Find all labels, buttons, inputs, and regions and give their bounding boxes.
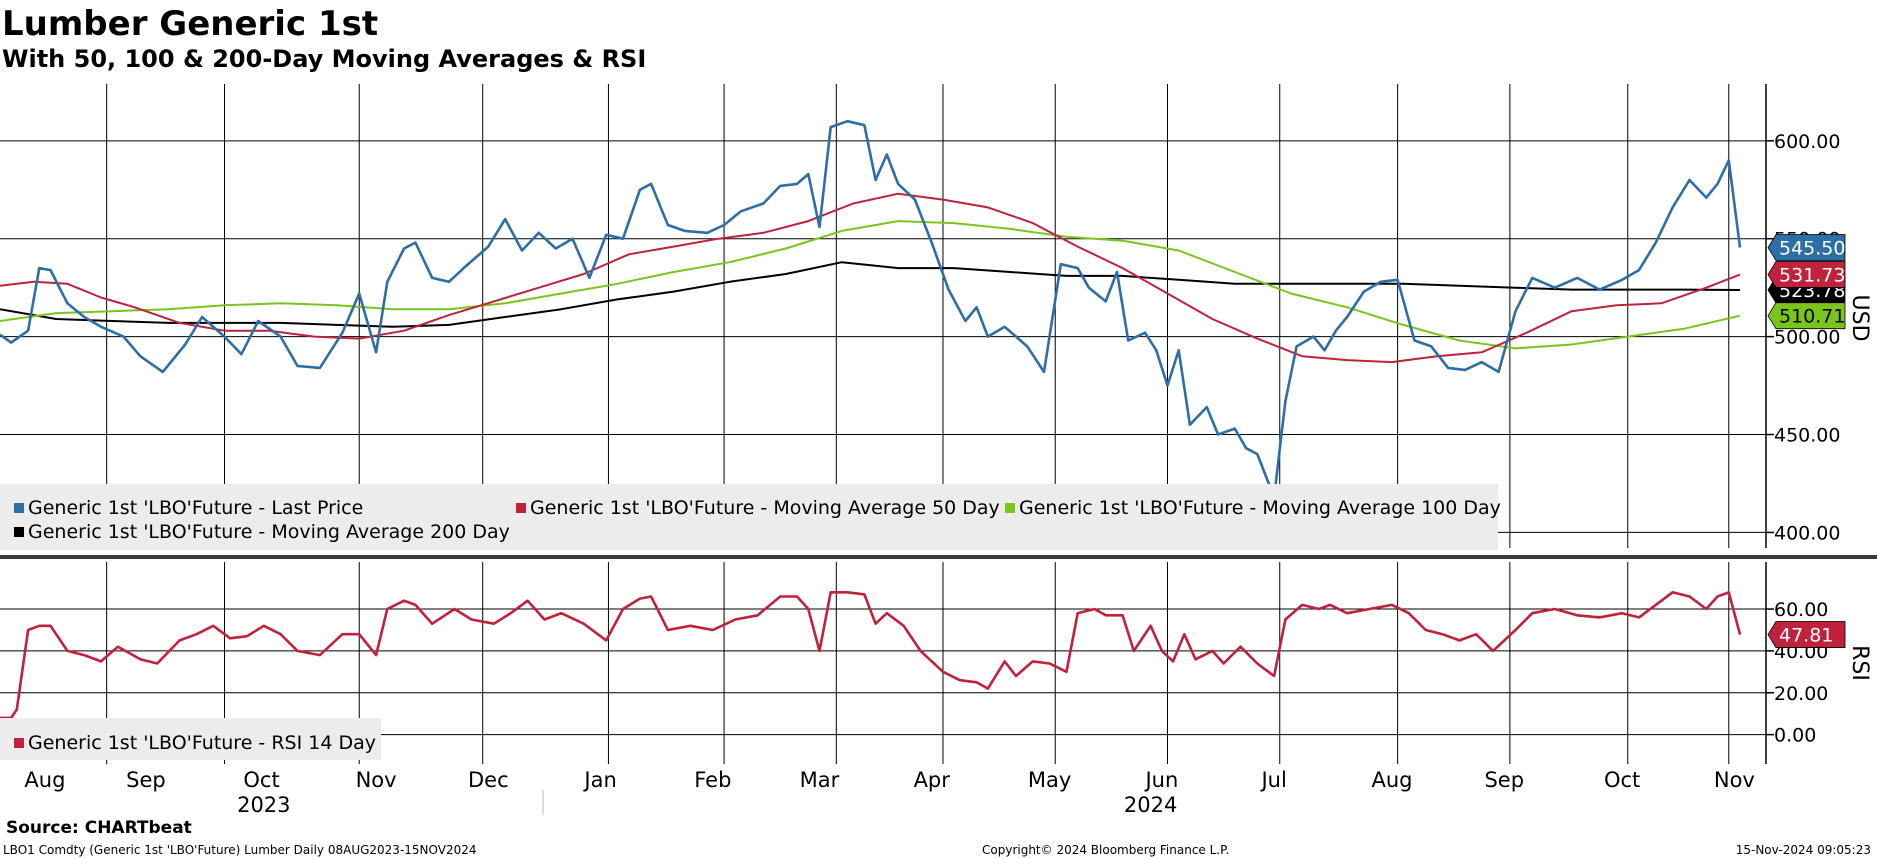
x-axis-month-label: May [1028,768,1071,792]
ma50-last-value-label: 531.73 [1779,265,1845,287]
price-axis-tick-label: 600.00 [1774,131,1840,153]
x-axis-month-label: Sep [126,768,166,792]
x-axis-month-label: Aug [24,768,65,792]
x-axis-month-label: Dec [468,768,509,792]
x-axis-month-label: Jan [582,768,616,792]
rsi-axis-tick-label: 0.00 [1774,725,1816,747]
source-note: Source: CHARTbeat [6,818,192,838]
price-axis-tick-label: 500.00 [1774,327,1840,349]
ma200-legend-swatch [14,527,24,537]
rsi-legend: Generic 1st 'LBO'Future - RSI 14 Day [0,718,381,760]
price-last-value-tag [1767,234,1846,261]
price-legend: Generic 1st 'LBO'Future - Last Price Gene… [0,484,1501,550]
x-axis-month-label: Apr [914,768,951,792]
x-axis-month-label: Jun [1143,768,1178,792]
rsi-legend-swatch [14,738,24,748]
x-axis-month-label: Mar [800,768,840,792]
ma100-last-value-tag [1767,302,1846,330]
price-axis-tick-label: 450.00 [1774,425,1840,447]
rsi-axis-unit: RSI [1847,645,1872,681]
price-axis-tick-label: 400.00 [1774,522,1840,544]
x-axis: Aug Sep Oct Nov Dec Jan Feb Mar Apr May Jun Jul Aug S… [24,768,1755,815]
rsi-series-line [0,591,1742,720]
x-axis-month-label: Nov [1714,768,1755,792]
ma100-legend-swatch [1005,503,1015,513]
chart-subtitle: With 50, 100 & 200-Day Moving Averages &… [2,45,647,73]
ma100-series-line [0,220,1741,350]
x-axis-year-label: 2023 [237,793,290,815]
price-axis-unit: USD [1847,294,1872,341]
panel-divider[interactable] [0,555,1877,559]
rsi-legend-label[interactable]: Generic 1st 'LBO'Future - RSI 14 Day [28,732,376,754]
ma50-legend-swatch [516,503,526,513]
rsi-last-value-tag [1767,621,1846,648]
price-legend-label[interactable]: Generic 1st 'LBO'Future - Last Price [28,497,363,519]
security-description: LBO1 Comdty (Generic 1st 'LBO'Future) Lu… [3,843,477,857]
ma100-legend-label[interactable]: Generic 1st 'LBO'Future - Moving Average… [1019,497,1501,519]
ma200-legend-label[interactable]: Generic 1st 'LBO'Future - Moving Average… [28,521,510,543]
x-axis-month-label: Sep [1484,768,1524,792]
x-axis-year-label: 2024 [1124,793,1177,815]
x-axis-month-label: Aug [1371,768,1412,792]
copyright-note: Copyright© 2024 Bloomberg Finance L.P. [982,843,1230,857]
price-legend-swatch [14,503,24,513]
x-axis-month-label: Nov [356,768,397,792]
ma100-last-value-label: 510.71 [1779,306,1845,328]
rsi-axis-tick-label: 20.00 [1774,683,1828,705]
rsi-last-value-label: 47.81 [1779,625,1833,647]
x-axis-month-label: Oct [243,768,279,792]
rsi-axis-tick-label: 60.00 [1774,599,1828,621]
ma200-series-line [0,261,1741,328]
x-axis-month-label: Jul [1259,768,1286,792]
chart-title: Lumber Generic 1st [2,4,379,44]
ma50-last-value-tag [1767,261,1846,288]
x-axis-month-label: Oct [1604,768,1640,792]
price-series-line [0,119,1742,499]
x-axis-month-label: Feb [694,768,731,792]
ma50-legend-label[interactable]: Generic 1st 'LBO'Future - Moving Average… [530,497,1000,519]
price-last-value-label: 545.50 [1779,238,1845,260]
timestamp: 15-Nov-2024 09:05:23 [1735,843,1871,857]
